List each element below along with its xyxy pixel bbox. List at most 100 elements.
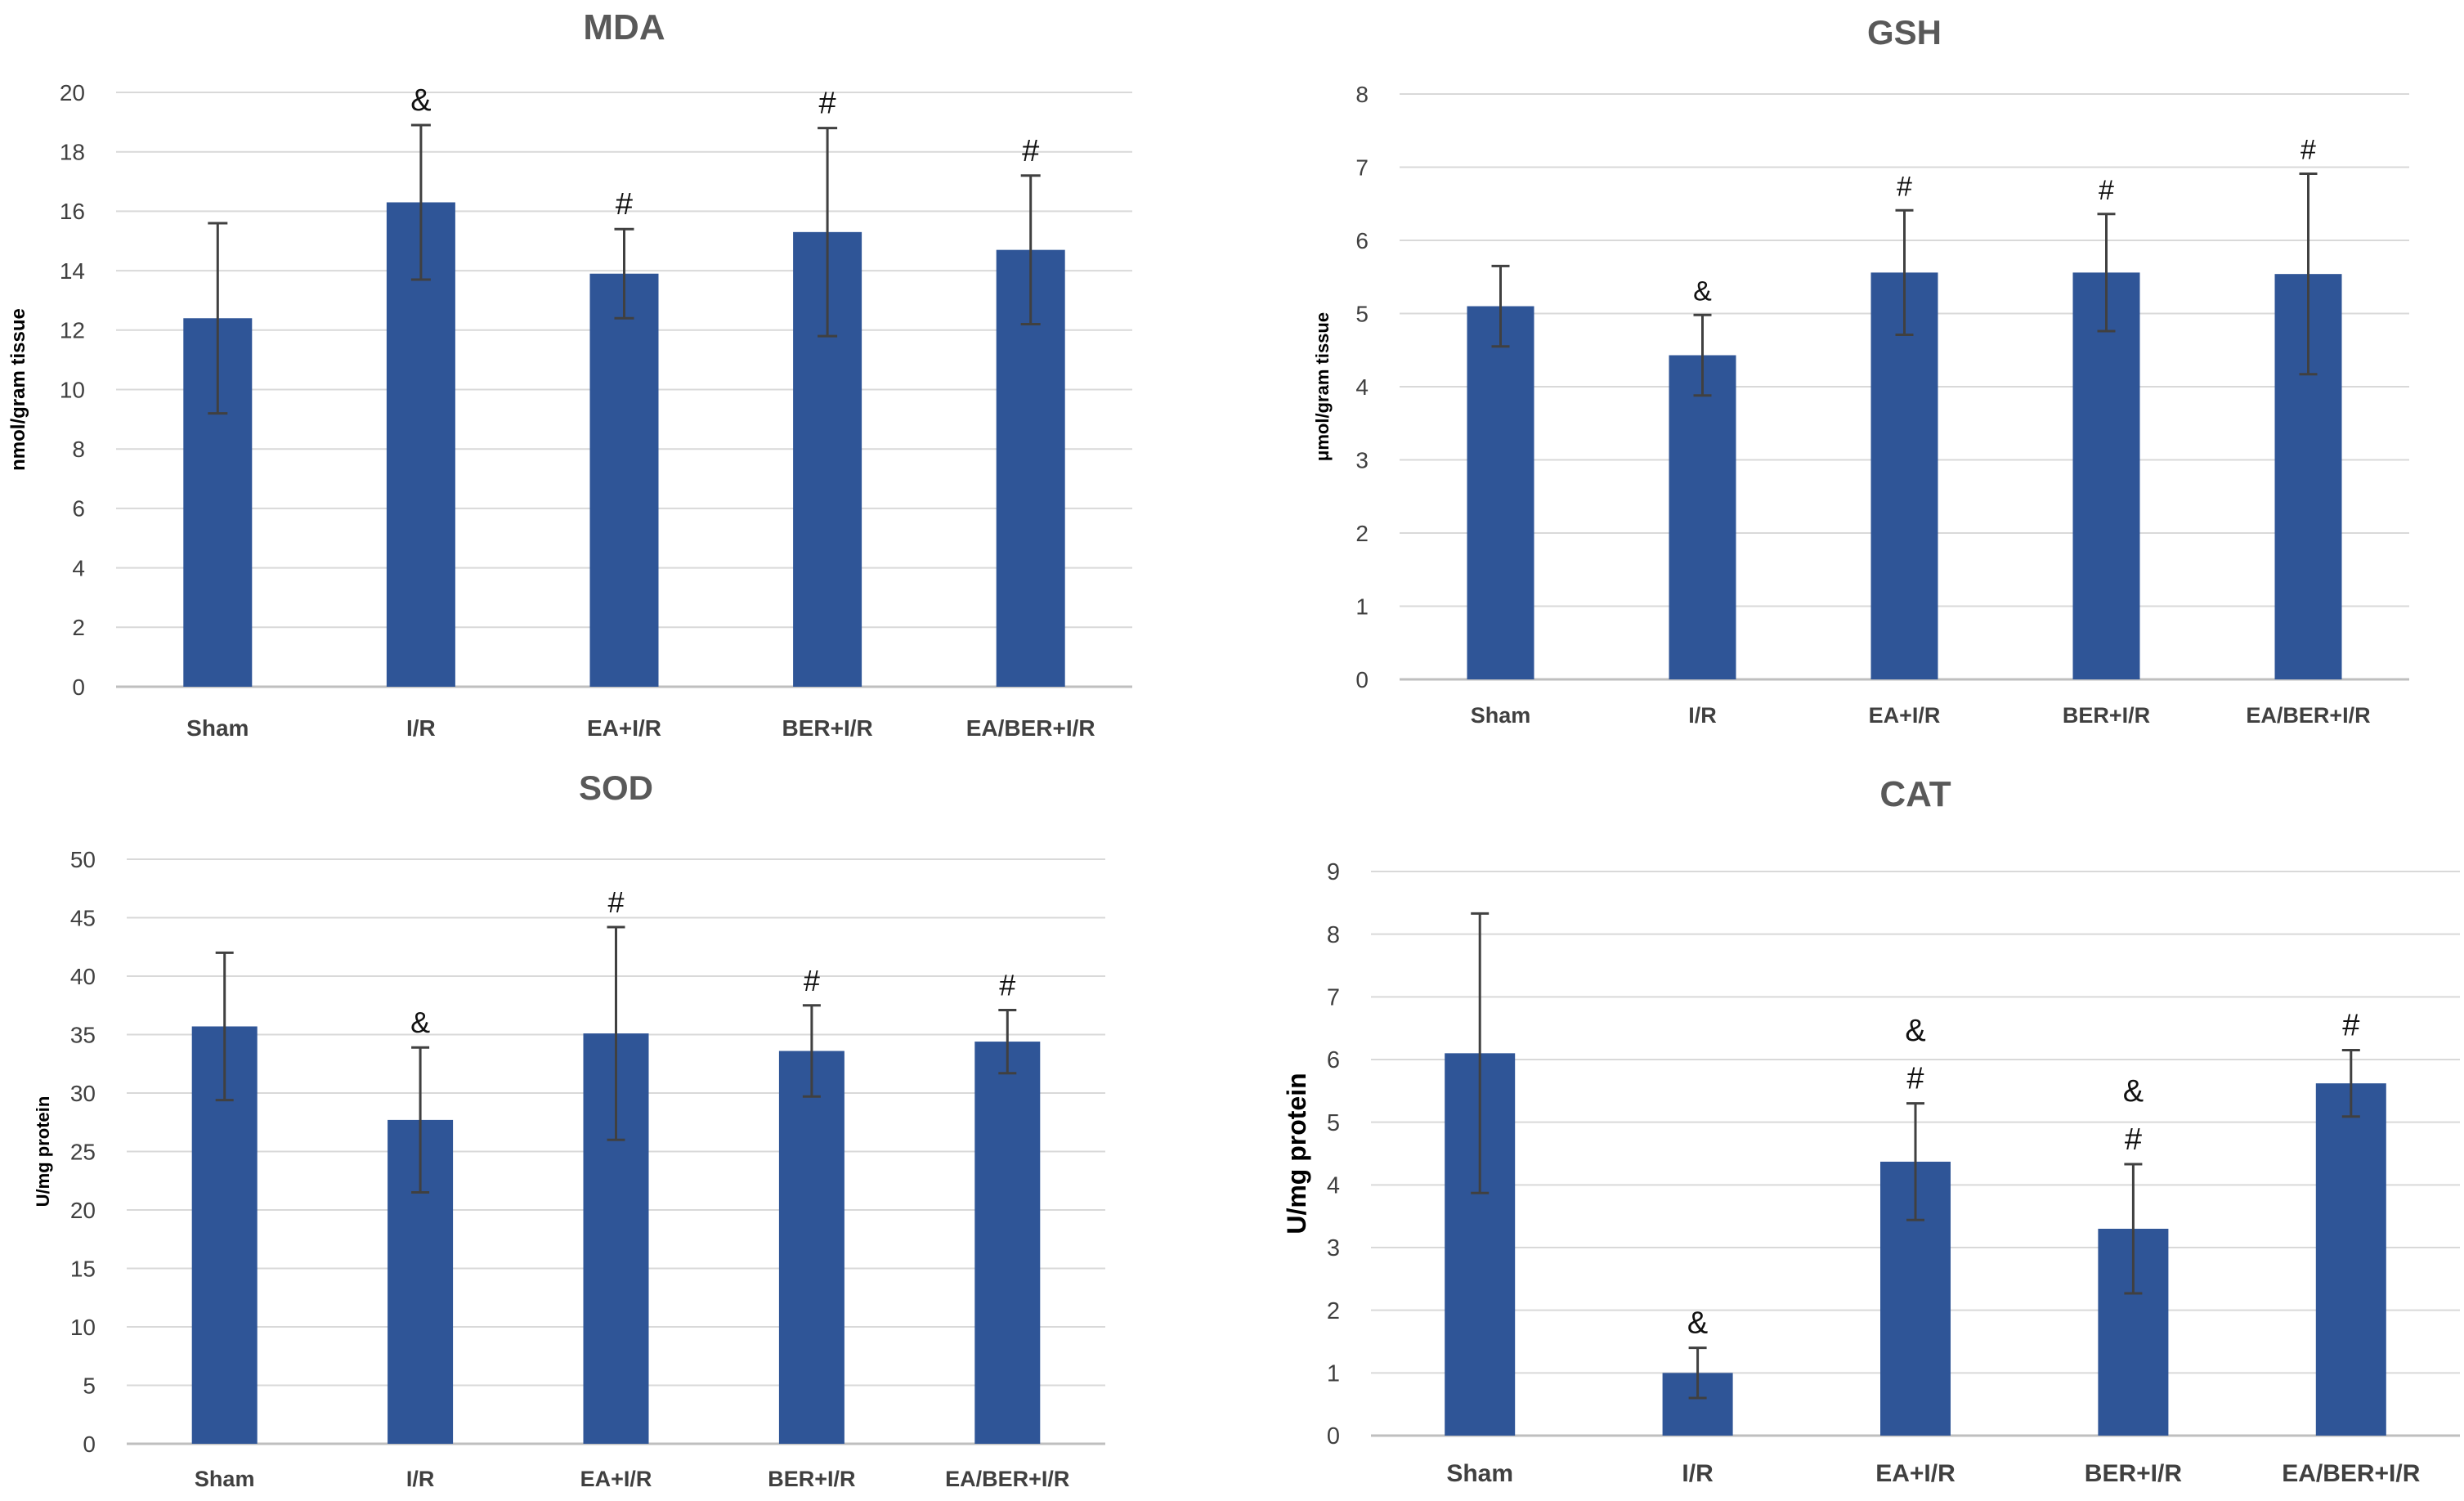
sod-y-tick-label: 20 bbox=[70, 1198, 96, 1223]
sod-y-tick-label: 30 bbox=[70, 1081, 96, 1106]
sod-chart: SOD 0 5 10 15 20 25 30 35 40 45 50 U/mg protein Sham &… bbox=[33, 768, 1105, 1491]
gsh-chart: GSH 0 1 2 3 4 5 6 7 8 μmol/gram tissue Sham & I/R # EA+… bbox=[1312, 13, 2409, 728]
sod-significance-mark: # bbox=[999, 968, 1015, 1001]
gsh-significance-mark: # bbox=[2099, 175, 2114, 206]
cat-y-tick-label: 9 bbox=[1327, 859, 1340, 885]
cat-y-tick-label: 6 bbox=[1327, 1047, 1340, 1073]
mda-y-axis-label: nmol/gram tissue bbox=[7, 308, 29, 471]
sod-significance-mark: # bbox=[804, 964, 820, 997]
mda-bar bbox=[386, 202, 455, 687]
sod-y-tick-label: 45 bbox=[70, 905, 96, 930]
gsh-bar bbox=[1870, 272, 1938, 679]
sod-category-label: BER+I/R bbox=[768, 1467, 855, 1491]
cat-bar bbox=[2315, 1083, 2386, 1436]
mda-significance-mark: # bbox=[819, 87, 836, 121]
gsh-bar bbox=[1669, 355, 1736, 679]
cat-category-label: BER+I/R bbox=[2085, 1460, 2183, 1487]
cat-significance-mark: & bbox=[2123, 1074, 2144, 1109]
mda-y-tick-label: 14 bbox=[60, 258, 85, 284]
sod-y-tick-label: 5 bbox=[83, 1373, 96, 1398]
sod-y-axis-label: U/mg protein bbox=[33, 1096, 53, 1208]
mda-significance-mark: & bbox=[410, 83, 431, 118]
sod-significance-mark: # bbox=[607, 885, 624, 919]
cat-significance-mark: # bbox=[2342, 1009, 2359, 1043]
cat-category-label: EA/BER+I/R bbox=[2282, 1460, 2421, 1487]
gsh-y-tick-label: 7 bbox=[1355, 155, 1369, 180]
cat-chart-title: CAT bbox=[1879, 774, 1951, 814]
mda-category-label: I/R bbox=[406, 715, 436, 741]
gsh-y-tick-label: 2 bbox=[1355, 521, 1369, 546]
gsh-y-axis-label: μmol/gram tissue bbox=[1312, 312, 1333, 461]
gsh-y-tick-label: 0 bbox=[1355, 667, 1369, 692]
gsh-category-label: I/R bbox=[1688, 703, 1717, 728]
cat-category-label: EA+I/R bbox=[1875, 1460, 1956, 1487]
gsh-bar bbox=[2072, 272, 2140, 679]
mda-y-tick-label: 16 bbox=[60, 199, 85, 224]
sod-category-label: EA+I/R bbox=[580, 1467, 652, 1491]
mda-significance-mark: # bbox=[616, 187, 633, 222]
cat-y-tick-label: 5 bbox=[1327, 1110, 1340, 1136]
gsh-category-label: BER+I/R bbox=[2063, 703, 2150, 728]
mda-category-label: EA/BER+I/R bbox=[966, 715, 1095, 741]
sod-y-tick-label: 10 bbox=[70, 1315, 96, 1340]
mda-significance-mark: # bbox=[1022, 134, 1039, 168]
sod-category-label: I/R bbox=[406, 1467, 435, 1491]
sod-significance-mark: & bbox=[410, 1006, 430, 1039]
sod-y-tick-label: 25 bbox=[70, 1139, 96, 1164]
cat-category-label: I/R bbox=[1682, 1460, 1714, 1487]
mda-y-tick-label: 18 bbox=[60, 140, 85, 165]
cat-significance-mark: # bbox=[2125, 1122, 2142, 1157]
cat-y-tick-label: 2 bbox=[1327, 1298, 1340, 1324]
sod-y-tick-label: 15 bbox=[70, 1256, 96, 1281]
cat-y-axis-label: U/mg protein bbox=[1282, 1073, 1311, 1234]
sod-y-tick-label: 40 bbox=[70, 964, 96, 989]
cat-category-label: Sham bbox=[1446, 1460, 1513, 1487]
cat-chart-panel: CAT 0 1 2 3 4 5 6 7 8 9 U/mg protein Sham & I/R # & EA+I/… bbox=[1232, 750, 2464, 1501]
mda-y-tick-label: 20 bbox=[60, 80, 85, 105]
sod-chart-title: SOD bbox=[579, 768, 653, 807]
gsh-significance-mark: # bbox=[2300, 135, 2316, 166]
sod-y-tick-label: 0 bbox=[83, 1432, 96, 1457]
gsh-chart-panel: GSH 0 1 2 3 4 5 6 7 8 μmol/gram tissue Sham & I/R # EA+… bbox=[1232, 0, 2464, 750]
mda-category-label: Sham bbox=[186, 715, 249, 741]
mda-chart-panel: MDA 0 2 4 6 8 10 12 14 16 18 20 nmol/gram tissue Sham… bbox=[0, 0, 1232, 750]
gsh-bar bbox=[1467, 306, 1534, 679]
sod-y-tick-label: 35 bbox=[70, 1022, 96, 1047]
gsh-category-label: Sham bbox=[1471, 703, 1531, 728]
gsh-y-tick-label: 4 bbox=[1355, 374, 1369, 400]
gsh-category-label: EA/BER+I/R bbox=[2246, 703, 2370, 728]
gsh-y-tick-label: 3 bbox=[1355, 447, 1369, 473]
cat-significance-mark: & bbox=[1687, 1306, 1708, 1341]
cat-y-tick-label: 7 bbox=[1327, 984, 1340, 1010]
sod-bar bbox=[974, 1042, 1041, 1444]
mda-y-tick-label: 10 bbox=[60, 377, 85, 402]
cat-y-tick-label: 0 bbox=[1327, 1423, 1340, 1449]
sod-category-label: Sham bbox=[195, 1467, 255, 1491]
gsh-category-label: EA+I/R bbox=[1869, 703, 1941, 728]
cat-y-tick-label: 4 bbox=[1327, 1172, 1340, 1199]
mda-y-tick-label: 2 bbox=[72, 615, 85, 640]
gsh-significance-mark: # bbox=[1897, 171, 1912, 202]
mda-chart: MDA 0 2 4 6 8 10 12 14 16 18 20 nmol/gram tissue Sham… bbox=[7, 7, 1132, 741]
sod-bar bbox=[778, 1051, 844, 1444]
mda-y-tick-label: 0 bbox=[72, 674, 85, 700]
gsh-y-tick-label: 1 bbox=[1355, 594, 1369, 619]
mda-category-label: BER+I/R bbox=[782, 715, 872, 741]
mda-y-tick-label: 4 bbox=[72, 555, 85, 580]
sod-chart-panel: SOD 0 5 10 15 20 25 30 35 40 45 50 U/mg protein Sham &… bbox=[0, 750, 1232, 1501]
gsh-significance-mark: & bbox=[1693, 276, 1712, 307]
mda-y-tick-label: 6 bbox=[72, 496, 85, 522]
mda-y-tick-label: 8 bbox=[72, 437, 85, 462]
mda-category-label: EA+I/R bbox=[587, 715, 661, 741]
cat-y-tick-label: 1 bbox=[1327, 1360, 1340, 1387]
gsh-y-tick-label: 8 bbox=[1355, 82, 1369, 107]
gsh-y-tick-label: 6 bbox=[1355, 228, 1369, 253]
mda-bar bbox=[589, 273, 659, 687]
cat-y-tick-label: 3 bbox=[1327, 1235, 1340, 1261]
mda-chart-title: MDA bbox=[583, 7, 665, 47]
gsh-y-tick-label: 5 bbox=[1355, 301, 1369, 326]
sod-category-label: EA/BER+I/R bbox=[945, 1467, 1069, 1491]
cat-y-tick-label: 8 bbox=[1327, 922, 1340, 948]
cat-significance-mark: & bbox=[1905, 1014, 1925, 1048]
sod-y-tick-label: 50 bbox=[70, 847, 96, 872]
